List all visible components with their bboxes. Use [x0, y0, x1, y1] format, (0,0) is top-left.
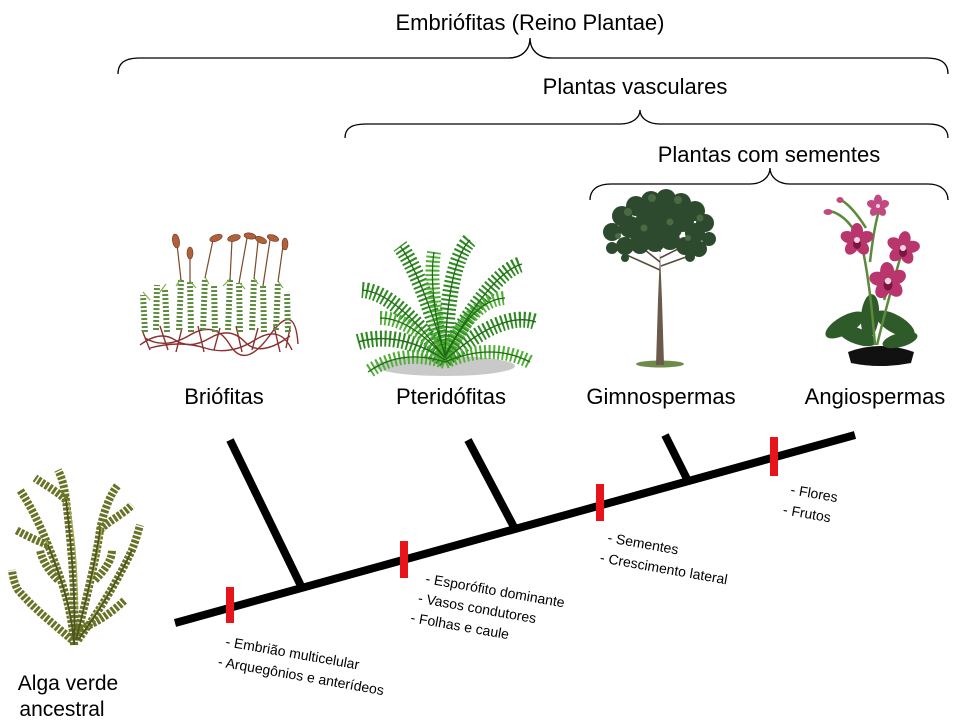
taxon-label-briofitas: Briófitas [184, 384, 263, 409]
moss-setae [176, 237, 284, 287]
trait-list-2: - Esporófito dominante - Vasos condutore… [409, 570, 566, 642]
trait-list-4: - Flores - Frutos [782, 481, 839, 525]
conifer-tree-icon [603, 189, 716, 368]
trait-4-line-2: - Frutos [782, 501, 832, 525]
green-alga-icon [8, 468, 144, 646]
moss-capsules [172, 232, 289, 260]
orchid-buds [823, 197, 844, 215]
branch-pteridofitas [464, 438, 519, 531]
brace-embriofitas [117, 37, 949, 75]
ancestor-label-line-2: ancestral [19, 698, 104, 721]
branch-gimnospermas [661, 433, 692, 483]
tree-trunk [656, 252, 664, 365]
moss-leaf-tips [142, 276, 284, 301]
trait-marker-3 [596, 484, 604, 521]
orchid-pot [848, 346, 914, 366]
taxon-label-angiospermas: Angiospermas [805, 384, 946, 409]
orchid-flower-3 [869, 262, 906, 299]
trait-list-1: - Embrião multicelular - Arquegônios e a… [217, 633, 385, 698]
orchid-flower-icon [823, 194, 920, 366]
taxon-label-pteridofitas: Pteridófitas [396, 384, 506, 409]
trait-4-line-1: - Flores [789, 481, 839, 505]
ancestor-label-line-1: Alga verde [18, 672, 118, 695]
moss-gametophytes [140, 277, 291, 333]
moss-rhizoids [139, 318, 299, 357]
orchid-leaves [825, 294, 918, 349]
trait-marker-2 [400, 541, 408, 578]
tree-crown [603, 189, 716, 262]
tree-crown-highlights [615, 194, 704, 241]
orchid-flower-4 [866, 194, 890, 216]
brace-plantas-vasculares [344, 109, 949, 139]
group-label-embriofitas: Embriófitas (Reino Plantae) [395, 10, 664, 35]
fern-midribs [357, 239, 537, 373]
brace-plantas-com-sementes [589, 167, 949, 201]
trait-marker-1 [226, 587, 234, 623]
alga-midribs [47, 499, 133, 646]
orchid-flower-1 [840, 223, 874, 255]
orchid-flower-2 [887, 231, 920, 264]
group-label-plantas-vasculares: Plantas vasculares [543, 74, 728, 99]
taxon-label-gimnospermas: Gimnospermas [586, 384, 735, 409]
trait-marker-4 [770, 437, 778, 476]
fern-icon [355, 234, 539, 378]
branch-briofitas [226, 438, 306, 590]
group-label-plantas-com-sementes: Plantas com sementes [658, 142, 881, 167]
moss-icon [139, 232, 299, 357]
fern-shadow [375, 356, 515, 376]
trait-list-3: - Sementes - Crescimento lateral [599, 529, 729, 587]
